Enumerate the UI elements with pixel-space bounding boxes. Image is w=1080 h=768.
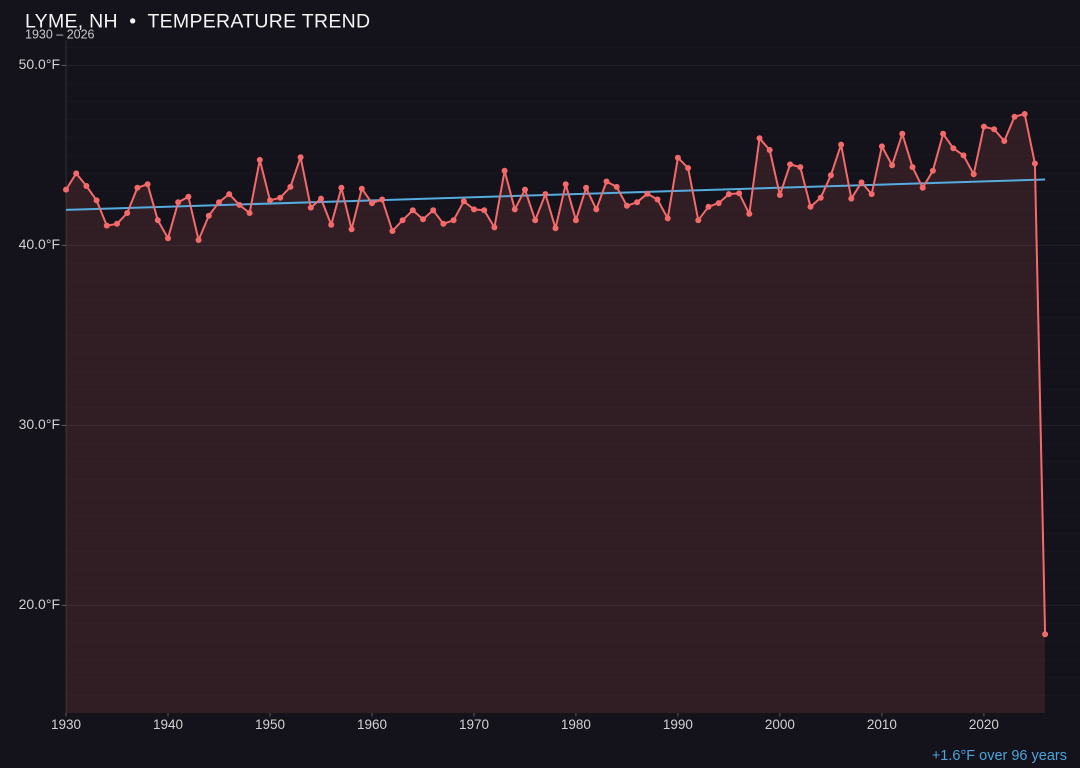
svg-text:1960: 1960 [357,717,387,732]
svg-text:2020: 2020 [969,717,999,732]
svg-text:LYME, NH • TEMPERATURE TREND: LYME, NH • TEMPERATURE TREND [25,10,370,32]
svg-text:50.0°F: 50.0°F [19,56,60,72]
svg-text:1940: 1940 [153,717,183,732]
svg-text:1990: 1990 [663,717,693,732]
svg-text:1930 – 2026: 1930 – 2026 [25,28,95,42]
svg-text:1950: 1950 [255,717,285,732]
svg-text:40.0°F: 40.0°F [19,236,60,252]
svg-text:1980: 1980 [561,717,591,732]
svg-text:30.0°F: 30.0°F [19,416,60,432]
svg-text:2000: 2000 [765,717,795,732]
svg-text:20.0°F: 20.0°F [19,596,60,612]
svg-text:1970: 1970 [459,717,489,732]
svg-text:+1.6°F over 96 years: +1.6°F over 96 years [932,748,1067,764]
svg-text:1930: 1930 [51,717,81,732]
svg-text:2010: 2010 [867,717,897,732]
